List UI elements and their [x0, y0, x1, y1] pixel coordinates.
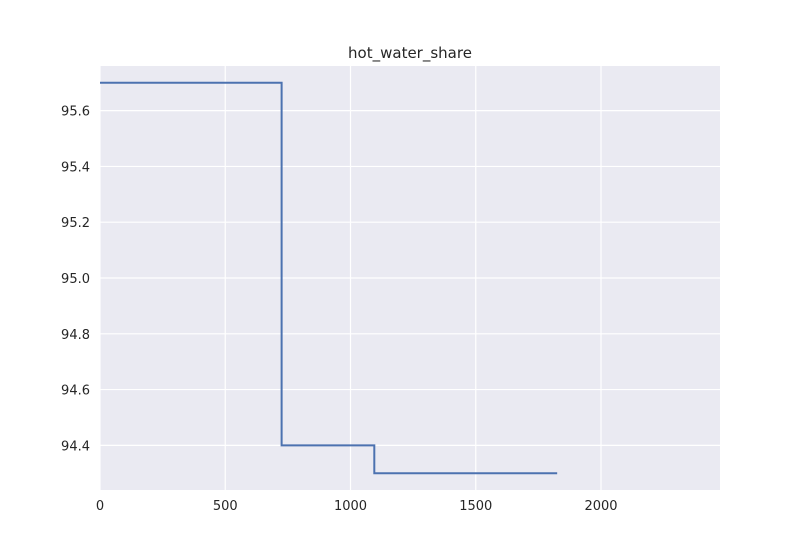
series-layer	[100, 81, 558, 475]
y-axis-ticks: 94.4 94.6 94.8 95.0 95.2 95.4 95.6	[61, 105, 90, 455]
x-tick-label: 1000	[334, 499, 367, 514]
y-tick-label: 95.0	[61, 272, 90, 287]
y-tick-label: 95.6	[61, 105, 90, 120]
x-tick-label: 0	[96, 499, 104, 514]
y-tick-label: 94.6	[61, 384, 90, 399]
y-tick-label: 95.4	[61, 160, 90, 175]
chart-title: hot_water_share	[348, 44, 472, 63]
y-tick-label: 94.8	[61, 328, 90, 343]
x-axis-ticks: 0 500 1000 1500 2000	[96, 499, 618, 514]
series-line	[100, 81, 558, 475]
y-tick-label: 95.2	[61, 216, 90, 231]
y-tick-label: 94.4	[61, 439, 90, 454]
grid	[99, 66, 720, 490]
x-tick-label: 500	[213, 499, 238, 514]
x-tick-label: 1500	[459, 499, 492, 514]
x-tick-label: 2000	[584, 499, 617, 514]
